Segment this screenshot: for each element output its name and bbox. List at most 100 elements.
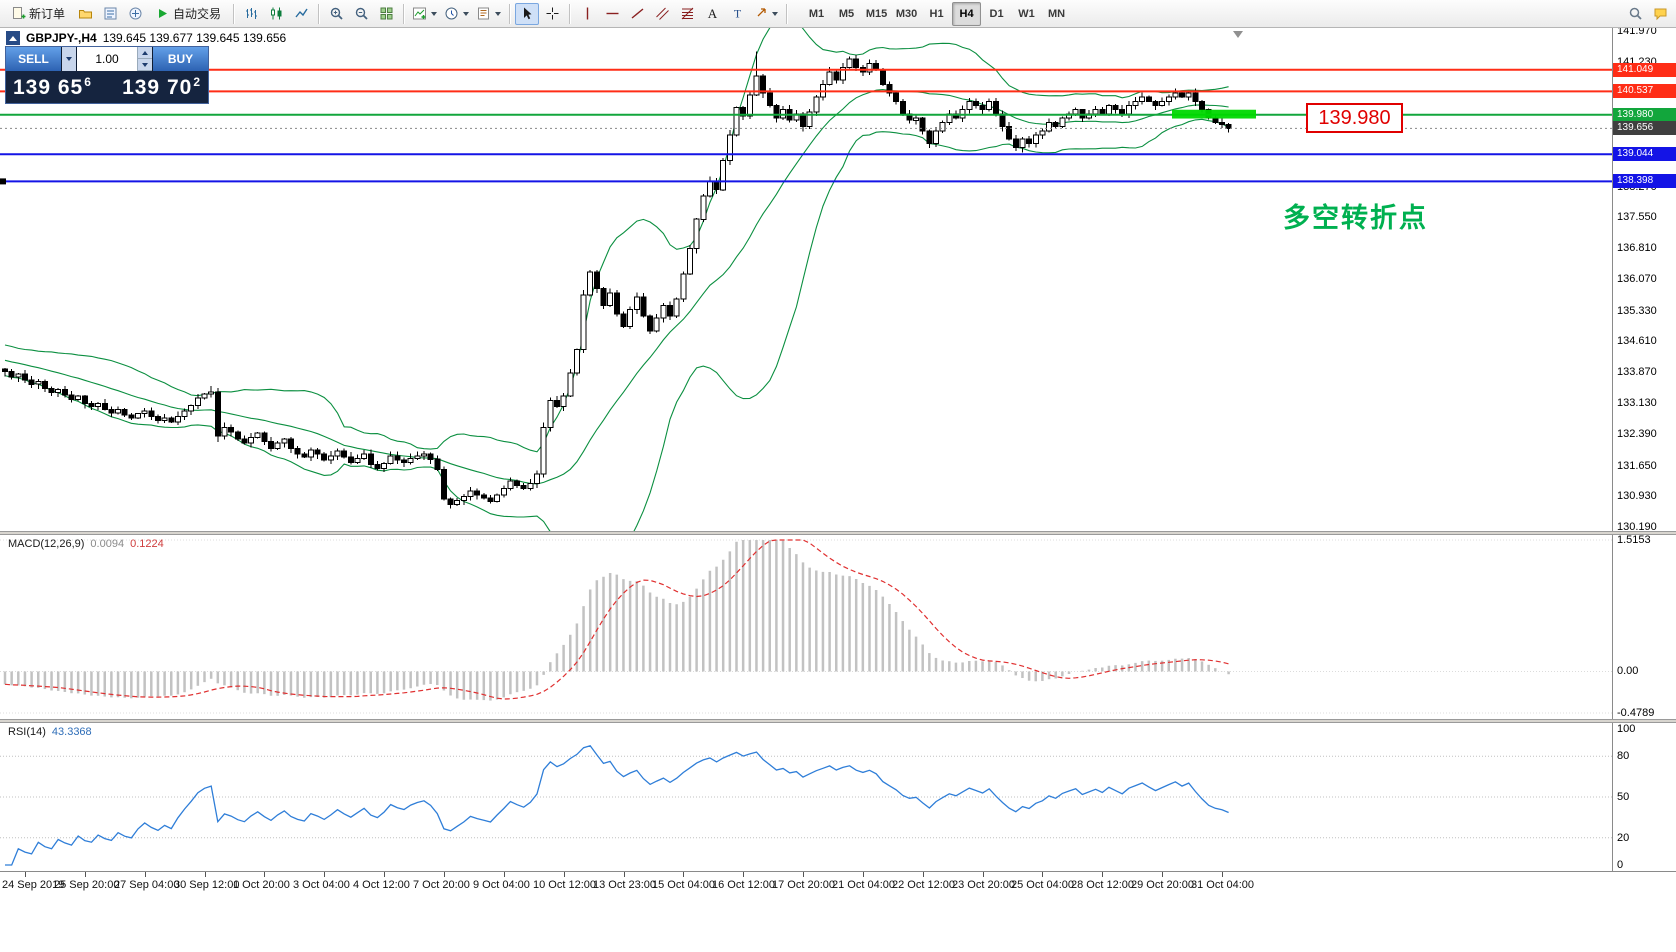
- svg-text:T: T: [733, 7, 741, 21]
- scale-label: 132.390: [1617, 428, 1657, 441]
- navigator-button[interactable]: [123, 3, 147, 25]
- cursor-button[interactable]: [515, 2, 540, 25]
- label-icon: T: [730, 6, 745, 21]
- zoom-in-button[interactable]: [324, 3, 348, 25]
- chevron-down-icon: [495, 11, 502, 16]
- new-order-button[interactable]: 新订单: [4, 3, 72, 25]
- vertical-line-button[interactable]: [575, 3, 599, 25]
- scale-label: 133.130: [1617, 397, 1657, 410]
- scale-label: 137.550: [1617, 211, 1657, 224]
- navigator-icon: [128, 6, 143, 21]
- macd-value-2: 0.1224: [130, 538, 164, 550]
- label-button[interactable]: T: [725, 3, 749, 25]
- time-tick: [743, 872, 744, 877]
- chevron-down-icon: [463, 11, 470, 16]
- time-tick: [1042, 872, 1043, 877]
- macd-panel-chart[interactable]: [0, 535, 1612, 719]
- time-label: 25 Sep 20:00: [54, 879, 120, 891]
- time-label: 1 Oct 20:00: [233, 879, 290, 891]
- rsi-value: 43.3368: [51, 726, 92, 738]
- time-label: 24 Sep 2019: [2, 879, 65, 891]
- time-scale[interactable]: 24 Sep 2019 25 Sep 20:00 27 Sep 04:00 30 Se…: [0, 871, 1676, 895]
- volume-input[interactable]: [77, 47, 137, 71]
- templates-button[interactable]: [473, 3, 504, 25]
- rsi-header: RSI(14) 43.3368: [8, 726, 92, 738]
- macd-pane-separator[interactable]: [0, 531, 1676, 535]
- highlight-zone[interactable]: [1172, 109, 1256, 119]
- time-label: 30 Sep 12:00: [174, 879, 240, 891]
- tile-windows-button[interactable]: [374, 3, 398, 25]
- timeframe-mn[interactable]: MN: [1047, 7, 1066, 20]
- collapse-icon: [9, 35, 17, 41]
- line-handle[interactable]: [0, 178, 6, 185]
- chart-shift-marker[interactable]: [1233, 31, 1243, 38]
- symbol-info: GBPJPY-,H4 139.645 139.677 139.645 139.6…: [6, 31, 286, 45]
- time-label: 28 Oct 12:00: [1071, 879, 1134, 891]
- time-tick: [1162, 872, 1163, 877]
- price-chart[interactable]: [0, 28, 1612, 535]
- bar-chart-button[interactable]: [239, 3, 263, 25]
- price-tag-139-044: 139.044: [1613, 147, 1676, 162]
- scale-label: 131.650: [1617, 459, 1657, 472]
- scale-label: -0.4789: [1617, 707, 1655, 719]
- horizontal-line-button[interactable]: [600, 3, 624, 25]
- timeframe-m5[interactable]: M5: [838, 7, 855, 20]
- sell-price: 139 656: [13, 75, 92, 100]
- time-tick: [324, 872, 325, 877]
- buy-price: 139 702: [122, 75, 201, 100]
- time-label: 9 Oct 04:00: [473, 879, 530, 891]
- timeframe-m1[interactable]: M1: [808, 7, 825, 20]
- fibonacci-button[interactable]: [675, 3, 699, 25]
- scale-label: 20: [1617, 831, 1630, 844]
- horizontal-line-icon: [605, 6, 620, 21]
- scale-label: 135.330: [1617, 304, 1657, 317]
- timeframe-d1[interactable]: D1: [989, 7, 1004, 20]
- timeframe-m15[interactable]: M15: [865, 7, 888, 20]
- line-chart-button[interactable]: [289, 3, 313, 25]
- time-tick: [564, 872, 565, 877]
- time-tick: [803, 872, 804, 877]
- main-toolbar: 新订单 自动交易 A T M1 M5 M15 M30 H1 H4 D1 W: [0, 0, 1676, 28]
- text-icon: A: [705, 6, 720, 21]
- rsi-panel-chart[interactable]: [0, 723, 1612, 871]
- collapse-trade-panel-button[interactable]: [6, 31, 20, 45]
- new-chat-button[interactable]: [1648, 3, 1672, 25]
- autotrading-button[interactable]: 自动交易: [148, 3, 228, 25]
- rsi-pane-separator[interactable]: [0, 719, 1676, 723]
- buy-button[interactable]: BUY: [152, 47, 208, 71]
- channel-button[interactable]: [650, 3, 674, 25]
- chart-annotation-text: 多空转折点: [1283, 203, 1428, 233]
- timeframe-h1[interactable]: H1: [929, 7, 944, 20]
- price-scale[interactable]: 141.970141.230140.490139.750139.010138.2…: [1612, 25, 1676, 893]
- volume-decrease-button[interactable]: [138, 59, 152, 71]
- trendline-button[interactable]: [625, 3, 649, 25]
- volume-increase-button[interactable]: [138, 47, 152, 59]
- ohlc-values: 139.645 139.677 139.645 139.656: [102, 31, 287, 45]
- search-button[interactable]: [1623, 3, 1647, 25]
- market-watch-button[interactable]: [98, 3, 122, 25]
- timeframe-m30[interactable]: M30: [895, 7, 918, 20]
- price-tag-138-398: 138.398: [1613, 174, 1676, 189]
- volume-dropdown-button[interactable]: [62, 47, 77, 71]
- sell-button[interactable]: SELL: [6, 47, 62, 71]
- scale-label: 133.870: [1617, 366, 1657, 379]
- time-tick: [25, 872, 26, 877]
- volume-stepper: [137, 47, 152, 71]
- timeframe-h4[interactable]: H4: [952, 1, 982, 26]
- text-button[interactable]: A: [700, 3, 724, 25]
- candlestick-chart-button[interactable]: [264, 3, 288, 25]
- crosshair-button[interactable]: [540, 3, 564, 25]
- time-label: 17 Oct 20:00: [772, 879, 835, 891]
- timeframe-w1[interactable]: W1: [1018, 7, 1035, 20]
- zoom-out-button[interactable]: [349, 3, 373, 25]
- toolbar-separator: [786, 3, 788, 24]
- arrows-button[interactable]: [750, 3, 781, 25]
- periods-button[interactable]: [441, 3, 472, 25]
- profiles-button[interactable]: [73, 3, 97, 25]
- indicators-button[interactable]: [409, 3, 440, 25]
- scale-label: 130.190: [1617, 521, 1657, 533]
- time-label: 23 Oct 20:00: [952, 879, 1015, 891]
- price-tag-141-049: 141.049: [1613, 62, 1676, 77]
- macd-label: MACD(12,26,9): [8, 538, 85, 550]
- time-tick: [145, 872, 146, 877]
